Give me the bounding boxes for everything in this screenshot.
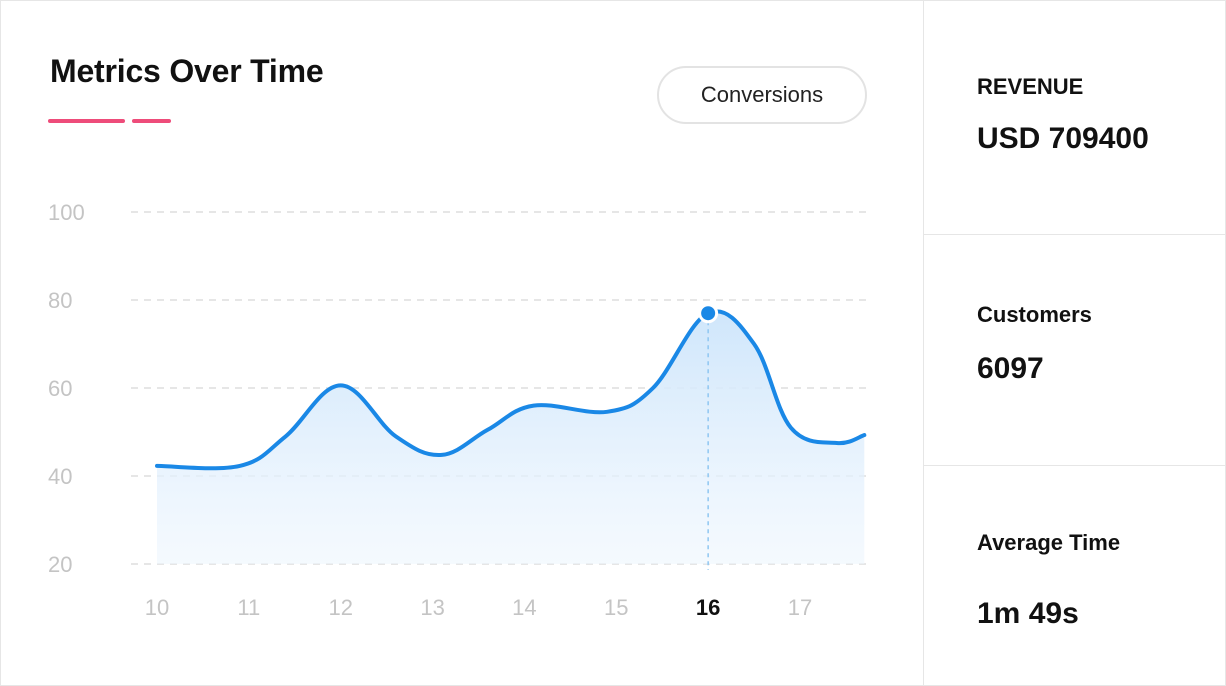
x-axis: 10 11 12 13 14 15 16 17 <box>145 595 812 620</box>
series-area <box>157 311 865 564</box>
stat-customers: Customers 6097 <box>924 234 1226 466</box>
page-title: Metrics Over Time <box>50 53 324 89</box>
x-tick-label[interactable]: 12 <box>328 595 352 620</box>
chart-panel: 100 80 60 40 20 10 11 12 13 14 15 16 17 Metrics Ove… <box>1 1 923 685</box>
x-tick-label[interactable]: 14 <box>512 595 536 620</box>
y-tick-label: 20 <box>48 552 72 577</box>
x-tick-label[interactable]: 11 <box>237 595 260 620</box>
y-tick-label: 100 <box>48 200 85 225</box>
stat-value: 1m 49s <box>977 597 1079 630</box>
y-tick-label: 40 <box>48 464 72 489</box>
series-line <box>155 309 867 471</box>
y-tick-label: 80 <box>48 288 72 313</box>
highlight-point[interactable] <box>701 306 716 321</box>
stat-value: 6097 <box>977 352 1044 385</box>
y-axis: 100 80 60 40 20 <box>48 200 85 577</box>
x-tick-label[interactable]: 16 <box>696 595 720 620</box>
stat-average-time: Average Time 1m 49s <box>924 466 1226 685</box>
stat-revenue: REVENUE USD 709400 <box>924 1 1226 235</box>
metrics-chart: 100 80 60 40 20 10 11 12 13 14 15 16 17 <box>48 200 867 620</box>
title-underline-long <box>48 119 125 123</box>
area-layer <box>157 311 865 564</box>
stats-panel: REVENUE USD 709400 Customers 6097 Averag… <box>923 1 1226 685</box>
stat-label: Average Time <box>977 530 1121 555</box>
stat-label: REVENUE <box>977 74 1084 99</box>
stat-label: Customers <box>977 302 1092 327</box>
title-underline-short <box>132 119 171 123</box>
x-tick-label[interactable]: 10 <box>145 595 169 620</box>
y-tick-label: 60 <box>48 376 72 401</box>
x-tick-label[interactable]: 15 <box>604 595 628 620</box>
x-tick-label[interactable]: 13 <box>420 595 444 620</box>
x-tick-label[interactable]: 17 <box>788 595 812 620</box>
stat-value: USD 709400 <box>977 122 1149 155</box>
line-layer <box>155 303 867 471</box>
metric-selector-button[interactable]: Conversions <box>657 66 867 124</box>
